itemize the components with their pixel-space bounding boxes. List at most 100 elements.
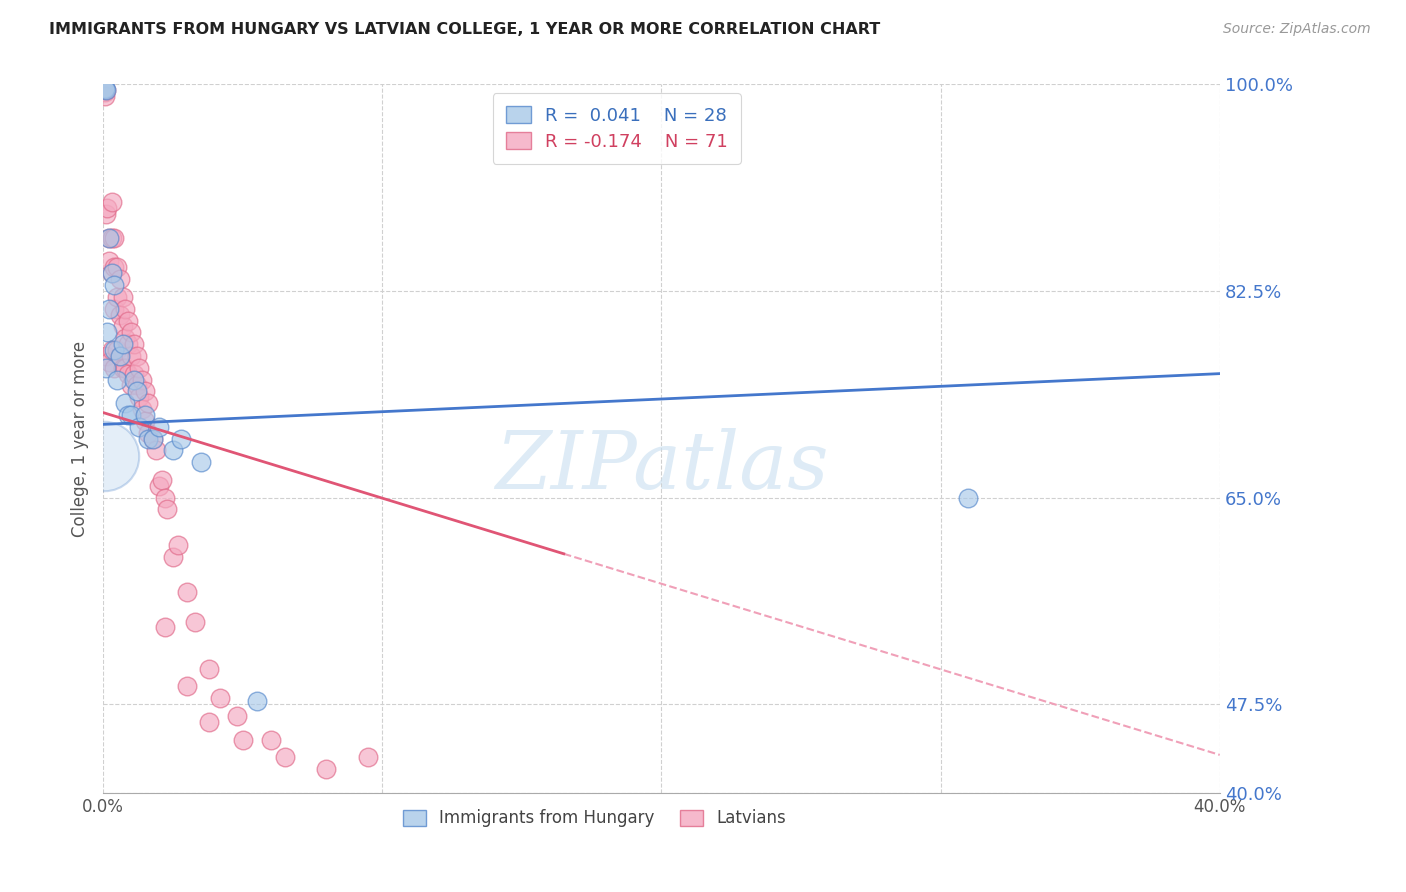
Point	[94, 82, 117, 96]
Point	[148, 479, 170, 493]
Point	[184, 615, 207, 629]
Text: Source: ZipAtlas.com: Source: ZipAtlas.com	[1223, 22, 1371, 37]
Point	[94, 349, 117, 363]
Legend: Immigrants from Hungary, Latvians: Immigrants from Hungary, Latvians	[396, 803, 793, 834]
Point	[94, 83, 117, 97]
Point	[128, 419, 150, 434]
Point	[232, 732, 254, 747]
Point	[120, 408, 142, 422]
Point	[117, 367, 139, 381]
Point	[97, 301, 120, 316]
Point	[125, 384, 148, 399]
Point	[145, 443, 167, 458]
Point	[105, 290, 128, 304]
Point	[94, 83, 117, 97]
Point	[357, 750, 380, 764]
Point	[114, 396, 136, 410]
Point	[128, 390, 150, 404]
Point	[103, 231, 125, 245]
Point	[170, 432, 193, 446]
Point	[114, 301, 136, 316]
Point	[142, 432, 165, 446]
Point	[176, 585, 198, 599]
Point	[97, 231, 120, 245]
Point	[150, 473, 173, 487]
Point	[111, 360, 134, 375]
Point	[226, 709, 249, 723]
Text: IMMIGRANTS FROM HUNGARY VS LATVIAN COLLEGE, 1 YEAR OR MORE CORRELATION CHART: IMMIGRANTS FROM HUNGARY VS LATVIAN COLLE…	[49, 22, 880, 37]
Point	[131, 402, 153, 417]
Point	[120, 326, 142, 340]
Point	[117, 313, 139, 327]
Point	[259, 732, 281, 747]
Point	[134, 414, 156, 428]
Point	[108, 349, 131, 363]
Point	[142, 432, 165, 446]
Point	[198, 662, 221, 676]
Point	[136, 432, 159, 446]
Point	[111, 337, 134, 351]
Point	[93, 85, 115, 99]
Point	[93, 449, 115, 463]
Point	[100, 266, 122, 280]
Point	[94, 207, 117, 221]
Point	[117, 337, 139, 351]
Point	[108, 349, 131, 363]
Point	[156, 502, 179, 516]
Point	[162, 443, 184, 458]
Point	[128, 360, 150, 375]
Point	[105, 260, 128, 275]
Point	[94, 360, 117, 375]
Point	[103, 278, 125, 293]
Point	[134, 408, 156, 422]
Point	[94, 89, 117, 103]
Point	[957, 491, 980, 505]
Point	[136, 425, 159, 440]
Point	[108, 272, 131, 286]
Point	[125, 349, 148, 363]
Text: ZIPatlas: ZIPatlas	[495, 428, 828, 506]
Point	[117, 408, 139, 422]
Point	[108, 308, 131, 322]
Point	[246, 693, 269, 707]
Point	[93, 79, 115, 94]
Point	[105, 372, 128, 386]
Point	[273, 750, 295, 764]
Point	[100, 266, 122, 280]
Point	[100, 231, 122, 245]
Point	[103, 360, 125, 375]
Point	[153, 491, 176, 505]
Point	[120, 349, 142, 363]
Point	[111, 319, 134, 334]
Point	[153, 620, 176, 634]
Y-axis label: College, 1 year or more: College, 1 year or more	[72, 341, 89, 537]
Point	[125, 378, 148, 392]
Point	[103, 343, 125, 357]
Point	[103, 260, 125, 275]
Point	[97, 231, 120, 245]
Point	[148, 419, 170, 434]
Point	[131, 372, 153, 386]
Point	[190, 455, 212, 469]
Point	[176, 680, 198, 694]
Point	[136, 396, 159, 410]
Point	[167, 538, 190, 552]
Point	[134, 384, 156, 399]
Point	[105, 343, 128, 357]
Point	[315, 762, 337, 776]
Point	[162, 549, 184, 564]
Point	[114, 331, 136, 345]
Point	[96, 202, 118, 216]
Point	[122, 372, 145, 386]
Point	[97, 254, 120, 268]
Point	[122, 367, 145, 381]
Point	[198, 714, 221, 729]
Point	[96, 326, 118, 340]
Point	[120, 378, 142, 392]
Point	[93, 81, 115, 95]
Point	[122, 337, 145, 351]
Point	[111, 290, 134, 304]
Point	[97, 355, 120, 369]
Point	[114, 360, 136, 375]
Point	[100, 195, 122, 210]
